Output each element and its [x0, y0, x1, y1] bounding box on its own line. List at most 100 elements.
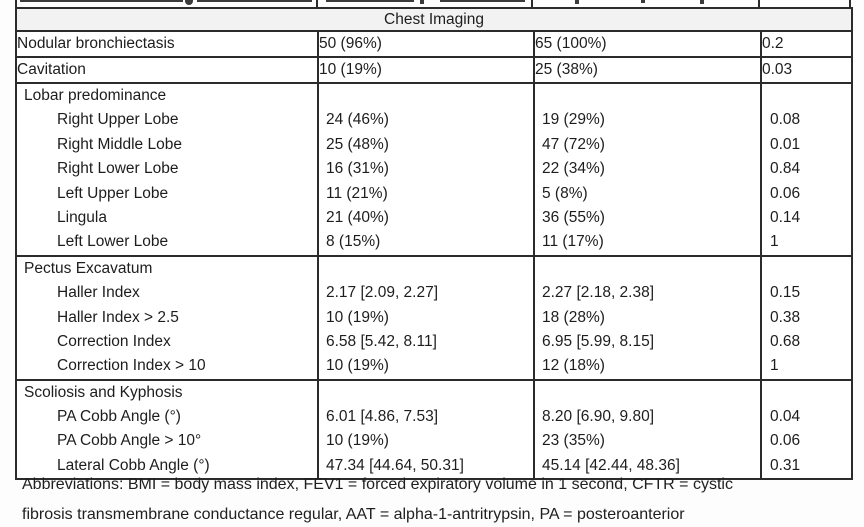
clipped-row-fragment [575, 0, 579, 4]
cell-line: 45.14 [42.44, 48.36] [542, 456, 680, 474]
cell-line [536, 382, 759, 405]
cell-line: Right Middle Lobe [57, 135, 182, 153]
cohort1-value-cell: 50 (96%) [317, 30, 535, 58]
clipped-row-fragment [326, 0, 414, 2]
cell-line [536, 85, 759, 108]
cohort2-value-cell: 25 (38%) [533, 56, 762, 84]
p-value-cell: 0.08 0.01 0.84 0.06 0.14 1 [759, 82, 854, 257]
cell-line: 47.34 [44.64, 50.31] [326, 456, 464, 474]
p-value-cell: 0.2 [759, 30, 854, 58]
table-group-row: Pectus Excavatum Haller Index Haller Index… [15, 254, 854, 381]
cell-line: 16 (31%) [326, 160, 389, 178]
cell-line: 0.31 [770, 456, 801, 474]
p-value-cell: 0.15 0.38 0.68 1 [759, 254, 854, 381]
cell-line: 19 (29%) [542, 111, 605, 129]
cell-line: Right Upper Lobe [57, 111, 179, 129]
cell-line [763, 258, 850, 281]
cell-line: Lobar predominance [24, 87, 167, 104]
cell-line: 0.38 [770, 308, 801, 326]
cell-line: 22 (34%) [542, 160, 605, 178]
cell-line [320, 382, 532, 405]
cell-line: Lateral Cobb Angle (°) [57, 456, 210, 474]
cohort2-value-cell: 65 (100%) [533, 30, 762, 58]
cell-line: 24 (46%) [326, 111, 389, 129]
cell-line: 36 (55%) [542, 208, 605, 226]
cell-line [763, 382, 850, 405]
cell-line: Haller Index > 2.5 [57, 308, 179, 326]
row-label-cell: Pectus Excavatum Haller Index Haller Index… [15, 254, 319, 381]
cell-line: 0.06 [770, 432, 801, 450]
cell-line: 11 (21%) [326, 184, 388, 202]
cell-line: Left Lower Lobe [57, 233, 169, 251]
row-label-cell: Scoliosis and Kyphosis PA Cobb Angle (°) P… [15, 378, 319, 481]
cell-line: Haller Index [57, 284, 140, 302]
cell-line: 6.58 [5.42, 8.11] [326, 332, 437, 350]
cell-line: PA Cobb Angle > 10° [57, 432, 202, 450]
clipped-row-fragment [420, 0, 424, 4]
section-header-label: Chest Imaging [14, 7, 854, 32]
cell-line [536, 258, 759, 281]
cell-line: 1 [770, 357, 779, 375]
cell-line: 0.14 [770, 208, 801, 226]
clipped-row-border [316, 0, 318, 7]
section-header-row: Chest Imaging [14, 7, 854, 32]
clipped-row-border [849, 0, 851, 7]
footnote-line: Abbreviations: BMI = body mass index, FE… [22, 476, 733, 493]
cell-line: 47 (72%) [542, 135, 605, 153]
clipped-row-fragment [197, 0, 312, 2]
cell-line: PA Cobb Angle (°) [57, 408, 181, 426]
cell-line: Lingula [57, 208, 107, 226]
cell-line: 12 (18%) [542, 357, 605, 375]
cell-line: Pectus Excavatum [24, 259, 153, 277]
table-group-row: Lobar predominance Right Upper Lobe Right … [15, 82, 854, 257]
cell-line: Correction Index > 10 [57, 357, 206, 375]
cell-line [320, 85, 532, 108]
clipped-row-fragment [700, 0, 704, 4]
cohort2-value-cell: 2.27 [2.18, 2.38] 18 (28%) 6.95 [5.99, 8.1… [533, 254, 762, 381]
cell-line: 21 (40%) [326, 208, 389, 226]
clipped-row-fragment [440, 0, 525, 2]
clipped-row-border [531, 0, 533, 7]
footnote-line: fibrosis transmembrane conductance regul… [22, 506, 685, 523]
abbreviations-footnote: Abbreviations: BMI = body mass index, FE… [22, 470, 733, 527]
clipped-row-fragment [185, 0, 193, 5]
cell-line: Right Lower Lobe [57, 160, 179, 178]
cell-line: 8 (15%) [326, 233, 381, 251]
table-row: Cavitation 10 (19%) 25 (38%) 0.03 [15, 56, 854, 84]
row-label-cell: Lobar predominance Right Upper Lobe Right … [15, 82, 319, 257]
clipped-row-fragment [641, 0, 645, 3]
cell-line: Scoliosis and Kyphosis [24, 383, 183, 401]
cohort1-value-cell: 6.01 [4.86, 7.53] 10 (19%) 47.34 [44.64, 5… [317, 378, 535, 481]
cell-line: 6.95 [5.99, 8.15] [542, 332, 655, 350]
chest-imaging-table: Chest Imaging Nodular bronchiectasis 50 (… [14, 7, 854, 481]
row-label-cell: Cavitation [15, 56, 319, 84]
cell-line [763, 85, 850, 108]
cell-line [320, 258, 532, 281]
cohort1-value-cell: 24 (46%) 25 (48%) 16 (31%) 11 (21%) 21 (40%)… [317, 82, 535, 257]
cohort2-value-cell: 8.20 [6.90, 9.80] 23 (35%) 45.14 [42.44, 4… [533, 378, 762, 481]
cell-line: 0.01 [770, 135, 801, 153]
cohort2-value-cell: 19 (29%) 47 (72%) 22 (34%) 5 (8%) 36 (55%) 11… [533, 82, 762, 257]
cell-line: Left Upper Lobe [57, 184, 169, 202]
cell-line: 23 (35%) [542, 432, 605, 450]
cell-line: 0.15 [770, 284, 801, 302]
cell-line: 11 (17%) [542, 233, 604, 251]
cohort1-value-cell: 2.17 [2.09, 2.27] 10 (19%) 6.58 [5.42, 8.1… [317, 254, 535, 381]
cell-line: 0.84 [770, 160, 801, 178]
cell-line: Correction Index [57, 332, 171, 350]
p-value-cell: 0.03 [759, 56, 854, 84]
clipped-row-border [758, 0, 760, 7]
cell-line: 2.17 [2.09, 2.27] [326, 284, 439, 302]
clipped-row-border [15, 0, 17, 7]
cell-line: 10 (19%) [326, 357, 389, 375]
cell-line: 25 (48%) [326, 135, 389, 153]
cell-line: 0.08 [770, 111, 801, 129]
p-value-cell: 0.04 0.06 0.31 [759, 378, 854, 481]
cell-line: 6.01 [4.86, 7.53] [326, 408, 439, 426]
table-group-row: Scoliosis and Kyphosis PA Cobb Angle (°) P… [15, 378, 854, 481]
clipped-row-fragment [20, 0, 183, 2]
cell-line: 10 (19%) [326, 308, 389, 326]
cell-line: 8.20 [6.90, 9.80] [542, 408, 655, 426]
cell-line: 0.06 [770, 184, 801, 202]
cell-line: 18 (28%) [542, 308, 605, 326]
